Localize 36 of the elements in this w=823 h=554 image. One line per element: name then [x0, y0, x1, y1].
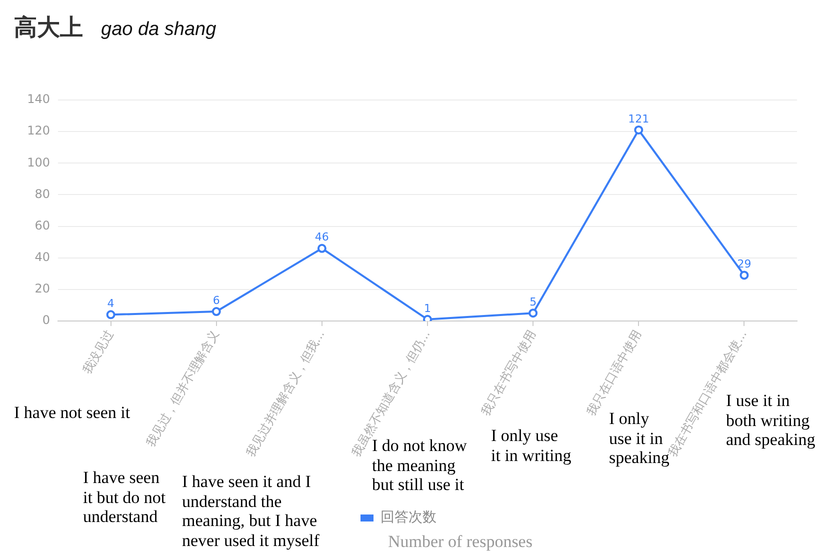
data-label: 1: [424, 302, 431, 315]
x-tick-label: 我没见过: [80, 328, 116, 376]
x-tick-label: 我只在书写中使用: [478, 328, 538, 418]
point: [212, 307, 221, 316]
text: I do not know the meaning but still use it: [372, 436, 467, 494]
y-tick-label: 120: [27, 124, 50, 138]
y-tick-label: 20: [34, 282, 50, 296]
text: I have seen it and I understand the meaning, but I have never used it myself: [182, 472, 320, 550]
x-tick-label: 我见过并理解含义，但我...: [243, 328, 328, 459]
text: I only use it in speaking: [609, 409, 670, 467]
data-label: 121: [628, 112, 650, 126]
text: Number of responses: [388, 532, 532, 552]
text: I have not seen it: [14, 403, 130, 422]
chart-title: 高大上: [14, 15, 83, 41]
y-tick-label: 60: [34, 218, 50, 232]
data-label: 6: [212, 294, 220, 307]
y-tick-label: 80: [34, 186, 50, 201]
y-tick-label: 100: [27, 155, 50, 170]
data-label: 29: [737, 258, 752, 271]
point: [317, 244, 326, 253]
text: I use it in both writing and speaking: [726, 391, 816, 450]
y-tick-label: 140: [27, 92, 50, 106]
y-tick-label: 0: [42, 313, 50, 328]
data-label: 4: [107, 297, 114, 310]
data-label: 5: [530, 295, 537, 308]
chart-subtitle: gao da shang: [101, 19, 216, 40]
data-label: 46: [314, 230, 329, 244]
point: [106, 310, 116, 320]
point: [634, 125, 644, 134]
point: [528, 308, 538, 318]
y-tick-label: 40: [34, 250, 50, 264]
legend-label: 回答次数: [380, 510, 436, 526]
x-tick-label: 我见过，但并不理解含义: [144, 328, 222, 449]
text: I have seen it but do not understand: [83, 468, 166, 526]
text: I only use it in writing: [491, 426, 572, 465]
point: [740, 270, 749, 280]
